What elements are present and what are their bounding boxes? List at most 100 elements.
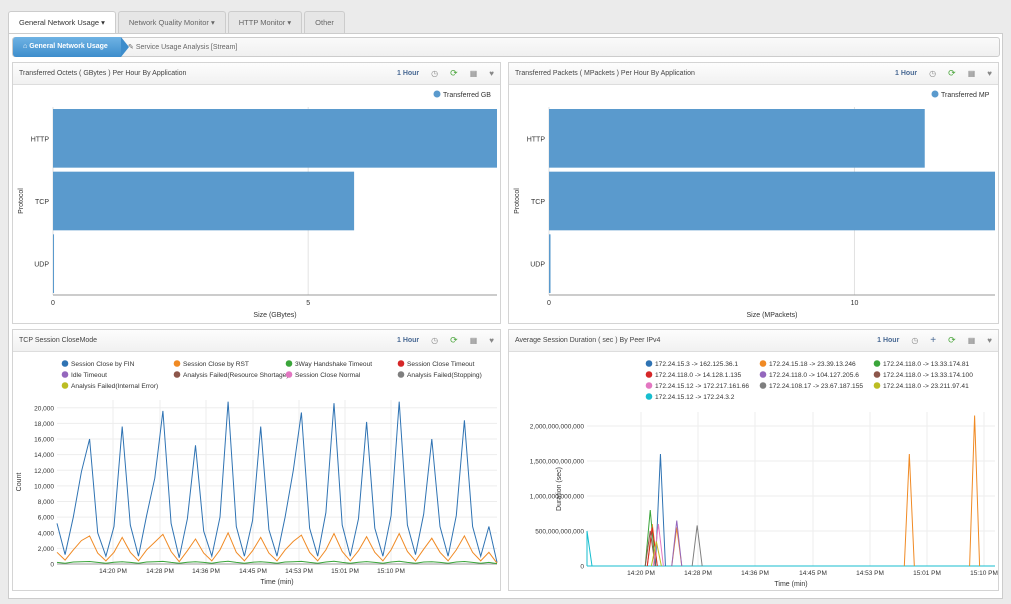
panel-duration: Average Session Duration ( sec ) By Peer… — [508, 329, 999, 591]
y-tick-label: 18,000 — [34, 421, 54, 428]
legend-label: Analysis Failed(Stopping) — [407, 372, 482, 379]
series-spike — [646, 527, 658, 567]
chart-duration: 172.24.15.3 -> 162.125.36.1 172.24.15.18 … — [530, 360, 998, 588]
panel-tools: 1 Hour ◷ ⟳ ▦ ♥ — [397, 68, 494, 79]
x-tick-label: 14:53 PM — [856, 570, 884, 577]
tab-network-quality-monitor[interactable]: Network Quality Monitor ▾ — [117, 11, 226, 33]
legend-marker — [759, 360, 767, 367]
refresh-icon[interactable]: ⟳ — [450, 68, 458, 78]
range-selector[interactable]: 1 Hour — [877, 337, 900, 344]
bar — [549, 234, 551, 293]
y-tick-label: 500,000,000,000 — [535, 529, 584, 536]
series-spike — [650, 541, 662, 567]
y-axis-label: Protocol — [514, 188, 521, 214]
refresh-icon[interactable]: ⟳ — [948, 68, 956, 78]
y-tick-label: 4,000 — [38, 530, 55, 537]
bar — [549, 171, 995, 231]
x-tick-label: 15:01 PM — [331, 568, 359, 575]
range-selector[interactable]: 1 Hour — [396, 337, 420, 344]
breadcrumb-active-label: General Network Usage — [29, 43, 108, 50]
clock-icon[interactable]: ◷ — [911, 336, 919, 345]
bar — [53, 171, 355, 231]
legend-label: 172.24.118.0 -> 13.33.174.81 — [883, 361, 970, 368]
legend-label: 172.24.108.17 -> 23.67.187.155 — [769, 383, 863, 390]
table-icon[interactable]: ▦ — [967, 336, 976, 345]
legend-label: 172.24.15.12 -> 172.217.161.66 — [655, 383, 749, 390]
x-tick-label: 14:20 PM — [627, 570, 655, 577]
table-icon[interactable]: ▦ — [469, 69, 478, 78]
y-tick-label: 2,000,000,000,000 — [530, 424, 585, 431]
y-axis-label: Protocol — [18, 188, 25, 214]
series-spike — [671, 520, 683, 567]
category-label: HTTP — [527, 136, 546, 143]
legend-marker — [759, 371, 767, 378]
legend-label: Session Close Normal — [295, 372, 361, 379]
y-tick-label: 14,000 — [34, 452, 54, 459]
series-spike — [691, 525, 703, 567]
x-tick-label: 14:45 PM — [799, 570, 827, 577]
tab-other[interactable]: Other — [304, 11, 345, 33]
series-spike — [654, 453, 666, 567]
dashboard: ⌂ General Network Usage ✎ Service Usage … — [8, 33, 1003, 599]
bar — [53, 109, 497, 168]
legend-marker — [173, 360, 181, 367]
add-icon[interactable]: + — [930, 335, 937, 346]
x-tick-label: 15:10 PM — [377, 568, 405, 575]
refresh-icon[interactable]: ⟳ — [948, 335, 956, 345]
legend-marker — [759, 382, 767, 389]
breadcrumb-item-label: Service Usage Analysis [Stream] — [135, 44, 238, 51]
heart-icon[interactable]: ♥ — [489, 69, 494, 78]
category-label: TCP — [531, 199, 545, 206]
x-tick-label: 15:01 PM — [913, 570, 941, 577]
refresh-icon[interactable]: ⟳ — [450, 335, 458, 345]
tab-http-monitor[interactable]: HTTP Monitor ▾ — [227, 11, 303, 33]
table-icon[interactable]: ▦ — [469, 336, 478, 345]
panel-header: Transferred Octets ( GBytes ) Per Hour B… — [13, 63, 500, 85]
x-tick-label: 14:36 PM — [741, 570, 769, 577]
panel-octets: Transferred Octets ( GBytes ) Per Hour B… — [12, 62, 501, 324]
x-tick-label: 10 — [851, 300, 859, 307]
heart-icon[interactable]: ♥ — [489, 336, 494, 345]
legend-label: 172.24.118.0 -> 23.211.97.41 — [883, 383, 969, 390]
y-tick-label: 12,000 — [34, 468, 54, 475]
panel-header: Transferred Packets ( MPackets ) Per Hou… — [509, 63, 998, 85]
heart-icon[interactable]: ♥ — [987, 336, 992, 345]
category-label: UDP — [530, 262, 545, 269]
y-axis-label: Duration (sec) — [556, 467, 563, 511]
clock-icon[interactable]: ◷ — [431, 69, 439, 78]
y-tick-label: 6,000 — [38, 515, 55, 522]
legend-marker — [645, 360, 653, 367]
series-spike — [586, 530, 593, 567]
clock-icon[interactable]: ◷ — [929, 69, 937, 78]
legend-marker — [285, 360, 293, 367]
table-icon[interactable]: ▦ — [967, 69, 976, 78]
legend-label: 172.24.118.0 -> 104.127.205.6 — [769, 372, 859, 379]
panel-header: Average Session Duration ( sec ) By Peer… — [509, 330, 998, 352]
tab-general-network-usage[interactable]: General Network Usage ▾ — [8, 11, 116, 34]
top-tabs: General Network Usage ▾ Network Quality … — [8, 11, 347, 34]
x-tick-label: 14:20 PM — [99, 568, 127, 575]
legend-marker — [61, 371, 69, 378]
y-tick-label: 2,000 — [38, 546, 55, 553]
x-tick-label: 15:10 PM — [970, 570, 998, 577]
x-axis-label: Time (min) — [260, 579, 293, 586]
clock-icon[interactable]: ◷ — [431, 336, 439, 345]
heart-icon[interactable]: ♥ — [987, 69, 992, 78]
chart-tcp: Session Close by FIN Session Close by RST… — [16, 360, 498, 586]
breadcrumb-home[interactable]: ⌂ General Network Usage — [13, 37, 129, 57]
legend-marker — [645, 393, 653, 400]
range-selector[interactable]: 1 Hour — [894, 70, 918, 77]
panel-title: Transferred Packets ( MPackets ) Per Hou… — [515, 70, 695, 77]
x-axis-label: Size (MPackets) — [747, 312, 798, 319]
y-tick-label: 1,500,000,000,000 — [530, 459, 585, 466]
legend-label: Session Close by FIN — [71, 361, 135, 368]
range-selector[interactable]: 1 Hour — [396, 70, 420, 77]
x-axis-label: Time (min) — [774, 581, 807, 588]
legend-marker — [397, 371, 405, 378]
breadcrumb: ⌂ General Network Usage ✎ Service Usage … — [12, 37, 1000, 57]
legend-marker — [931, 90, 939, 98]
legend-label: Transferred MP — [941, 92, 990, 99]
breadcrumb-item[interactable]: ✎ Service Usage Analysis [Stream] — [128, 38, 237, 57]
legend-label: Session Close Timeout — [407, 361, 475, 368]
category-label: TCP — [35, 199, 49, 206]
